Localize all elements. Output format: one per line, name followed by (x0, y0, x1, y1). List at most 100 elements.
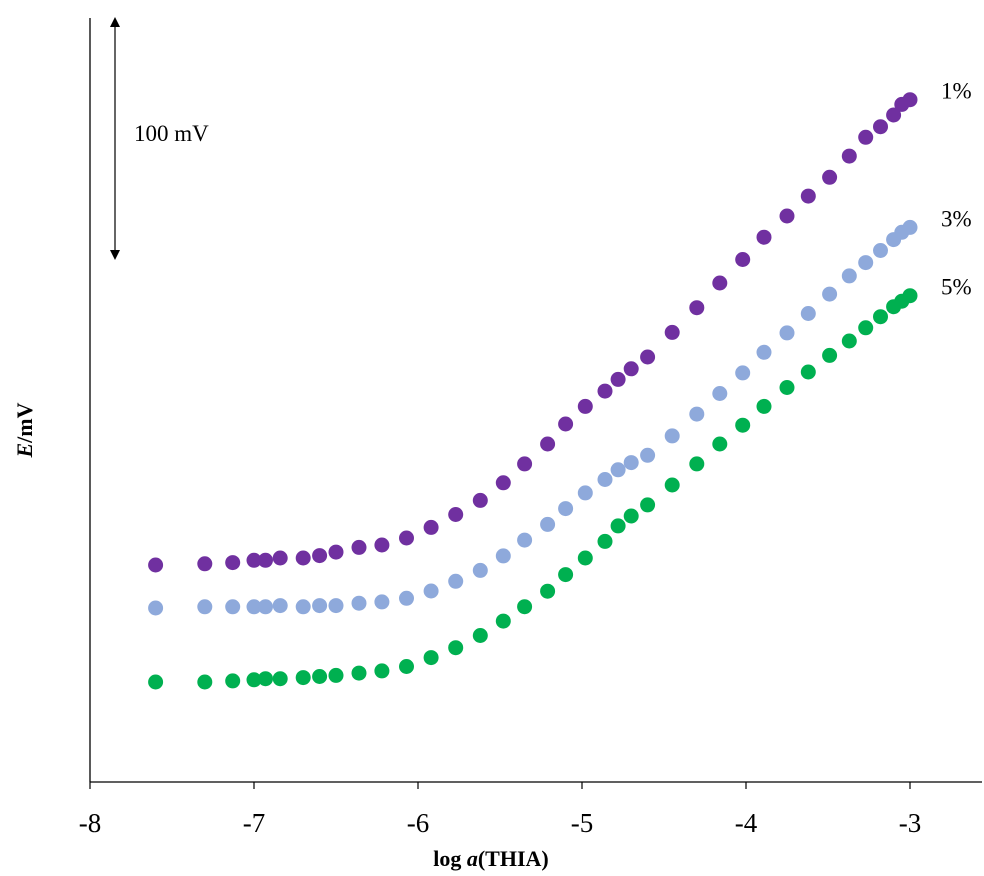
series-layer (148, 92, 918, 690)
data-point (472, 562, 488, 578)
data-point (399, 590, 414, 606)
series-1 (148, 92, 918, 573)
data-point (902, 219, 918, 235)
data-point (312, 598, 328, 614)
data-point (540, 516, 556, 532)
y-axis-title: E/mV (12, 402, 37, 458)
data-point (623, 455, 639, 471)
series-3 (148, 288, 918, 690)
series-label: 5% (941, 275, 972, 300)
data-point (886, 107, 902, 123)
data-point (197, 556, 213, 572)
x-tick-label: -4 (735, 808, 758, 838)
x-axis-title: log a(THIA) (433, 846, 549, 871)
data-point (577, 550, 593, 566)
data-point (689, 406, 705, 422)
data-point (517, 599, 533, 615)
data-point (295, 550, 311, 566)
data-point (640, 447, 656, 463)
data-point (225, 599, 241, 615)
data-point (841, 148, 857, 164)
data-point (148, 674, 164, 690)
data-point (873, 119, 888, 135)
data-point (225, 555, 241, 571)
data-point (148, 557, 164, 573)
data-point (558, 416, 574, 432)
data-point (374, 594, 390, 610)
x-axis-title-prefix: log (433, 846, 467, 871)
data-point (689, 456, 705, 472)
data-point (858, 255, 874, 271)
data-point (558, 501, 574, 517)
data-point (779, 208, 795, 224)
data-point (197, 599, 213, 615)
data-point (540, 583, 556, 599)
data-point (351, 665, 367, 681)
x-ticks: -8 -7 -6 -5 -4 -3 (79, 782, 921, 838)
data-point (735, 417, 751, 433)
data-point (664, 428, 680, 444)
data-point (472, 628, 488, 643)
data-point (577, 485, 593, 501)
y-axis-title-rest: /mV (12, 402, 37, 443)
data-point (197, 674, 213, 690)
scale-bar-label: 100 mV (134, 121, 209, 146)
data-point (841, 333, 857, 349)
data-point (258, 671, 273, 687)
data-point (272, 598, 288, 614)
data-point (902, 288, 918, 304)
data-point (328, 598, 344, 614)
data-point (902, 92, 918, 108)
data-point (712, 436, 728, 452)
data-point (399, 530, 414, 546)
x-tick-label: -5 (571, 808, 594, 838)
data-point (374, 537, 390, 553)
data-point (258, 599, 273, 615)
data-point (873, 243, 888, 258)
data-point (822, 169, 838, 185)
x-axis-title-italic: a (467, 846, 478, 871)
data-point (495, 548, 511, 564)
data-point (246, 672, 262, 688)
data-point (756, 229, 772, 245)
data-point (800, 188, 816, 204)
data-point (246, 552, 262, 568)
data-point (597, 472, 613, 487)
data-point (448, 573, 464, 589)
series-2 (148, 219, 918, 616)
data-point (610, 371, 626, 387)
data-point (517, 456, 533, 472)
series-label: 1% (941, 79, 972, 104)
data-point (272, 671, 288, 687)
data-point (258, 552, 273, 568)
data-point (295, 599, 311, 615)
data-point (558, 567, 574, 583)
data-point (399, 659, 414, 674)
data-point (374, 663, 390, 679)
data-point (328, 667, 344, 683)
x-axis-title-rest: (THIA) (478, 846, 549, 871)
data-point (623, 361, 639, 377)
data-point (640, 349, 656, 365)
data-point (540, 436, 556, 452)
data-point (472, 492, 488, 508)
scale-bar: 100 mV (110, 17, 209, 260)
data-point (664, 324, 680, 340)
data-point (312, 548, 328, 564)
data-point (495, 475, 511, 491)
data-point (822, 286, 838, 302)
data-point (148, 600, 164, 616)
data-point (272, 550, 288, 566)
x-tick-label: -7 (243, 808, 266, 838)
data-point (664, 477, 680, 493)
data-point (640, 497, 656, 513)
data-point (689, 300, 705, 316)
data-point (735, 252, 751, 267)
data-point (448, 507, 464, 522)
x-tick-label: -8 (79, 808, 102, 838)
x-axis: -8 -7 -6 -5 -4 -3 (79, 781, 982, 838)
data-point (756, 398, 772, 414)
data-point (779, 325, 795, 341)
data-point (295, 670, 311, 686)
data-point (610, 518, 626, 534)
